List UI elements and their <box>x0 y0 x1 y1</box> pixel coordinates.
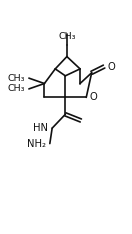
Text: HN: HN <box>33 123 48 133</box>
Text: CH₃: CH₃ <box>8 74 25 83</box>
Text: O: O <box>107 62 115 72</box>
Text: CH₃: CH₃ <box>8 84 25 93</box>
Text: CH₃: CH₃ <box>58 32 76 41</box>
Text: NH₂: NH₂ <box>27 139 46 149</box>
Text: O: O <box>89 92 97 102</box>
